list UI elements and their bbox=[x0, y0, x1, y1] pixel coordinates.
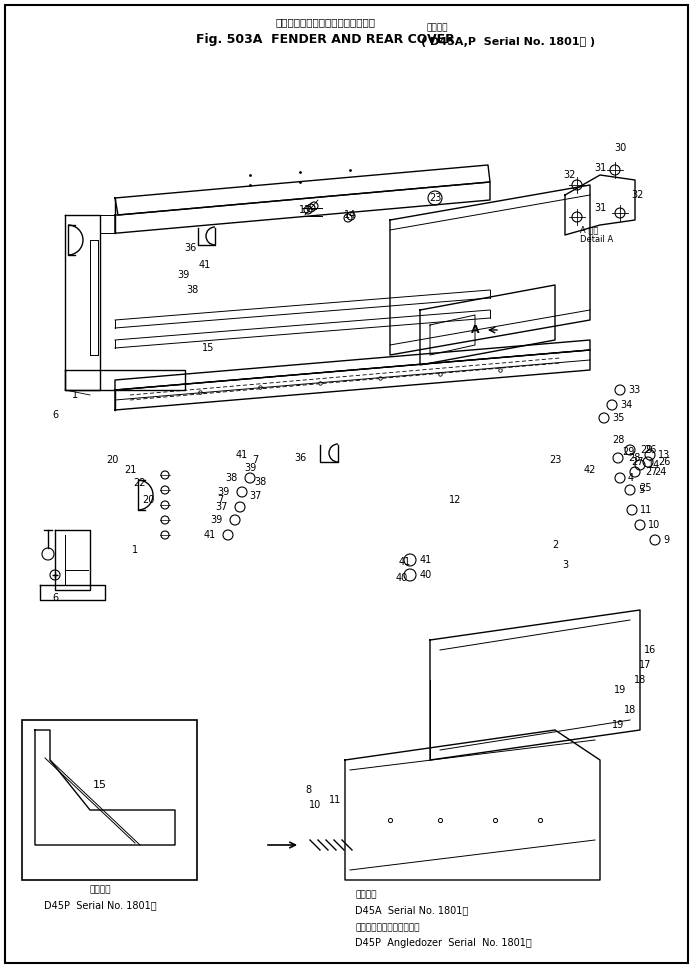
Bar bbox=[22, 720, 197, 880]
Text: 38: 38 bbox=[226, 473, 238, 483]
Text: 23: 23 bbox=[549, 455, 561, 465]
Text: 14: 14 bbox=[344, 210, 356, 220]
Text: Fig. 503A  FENDER AND REAR COVER: Fig. 503A FENDER AND REAR COVER bbox=[196, 34, 455, 46]
Text: 20: 20 bbox=[142, 495, 154, 505]
Text: 26: 26 bbox=[658, 457, 670, 467]
Text: 7: 7 bbox=[252, 455, 258, 465]
Text: 1: 1 bbox=[132, 545, 138, 555]
Text: 6: 6 bbox=[52, 410, 58, 420]
Text: 36: 36 bbox=[294, 453, 306, 463]
Text: 41: 41 bbox=[399, 557, 411, 567]
Text: 15: 15 bbox=[93, 780, 107, 790]
Text: 39: 39 bbox=[244, 463, 256, 473]
Text: 3: 3 bbox=[562, 560, 568, 570]
Text: 23: 23 bbox=[429, 193, 441, 203]
Text: 38: 38 bbox=[254, 477, 266, 487]
Text: 41: 41 bbox=[420, 555, 432, 565]
Text: アングルドーザ　適用号機: アングルドーザ 適用号機 bbox=[355, 923, 419, 932]
Text: 22: 22 bbox=[134, 478, 146, 488]
Text: 41: 41 bbox=[236, 450, 248, 460]
Text: 16: 16 bbox=[644, 645, 656, 655]
Text: 29: 29 bbox=[622, 447, 634, 457]
Text: 40: 40 bbox=[420, 570, 432, 580]
Text: 12: 12 bbox=[449, 495, 461, 505]
Text: 8: 8 bbox=[305, 785, 311, 795]
Text: 適用号機: 適用号機 bbox=[355, 891, 376, 899]
Text: 39: 39 bbox=[177, 270, 189, 280]
Text: 29: 29 bbox=[640, 445, 652, 455]
Text: 18: 18 bbox=[634, 675, 646, 685]
Text: 17: 17 bbox=[639, 660, 651, 670]
Text: 適用号機: 適用号機 bbox=[89, 886, 111, 894]
Text: 37: 37 bbox=[249, 491, 261, 501]
Text: 28: 28 bbox=[612, 435, 624, 445]
Text: 11: 11 bbox=[640, 505, 652, 515]
Text: 39: 39 bbox=[211, 515, 223, 525]
Text: D45A  Serial No. 1801～: D45A Serial No. 1801～ bbox=[355, 905, 468, 915]
Text: 1: 1 bbox=[72, 390, 78, 400]
Text: 38: 38 bbox=[186, 285, 198, 295]
Text: 33: 33 bbox=[628, 385, 640, 395]
Text: 5: 5 bbox=[638, 485, 644, 495]
Text: 4: 4 bbox=[628, 473, 634, 483]
Text: 25: 25 bbox=[639, 483, 651, 493]
Text: 24: 24 bbox=[653, 467, 666, 477]
Text: 6: 6 bbox=[52, 593, 58, 603]
Text: 2: 2 bbox=[552, 540, 558, 550]
Text: A 詳図
Detail A: A 詳図 Detail A bbox=[580, 225, 613, 244]
Text: 36: 36 bbox=[184, 243, 196, 253]
Text: ( D45A,P  Serial No. 1801～ ): ( D45A,P Serial No. 1801～ ) bbox=[421, 37, 595, 47]
Text: 適用号機: 適用号機 bbox=[426, 23, 448, 33]
Text: A: A bbox=[471, 325, 480, 335]
Text: 18: 18 bbox=[624, 705, 636, 715]
Text: 27: 27 bbox=[632, 457, 644, 467]
Text: 40: 40 bbox=[396, 573, 408, 583]
Text: 19: 19 bbox=[614, 685, 626, 695]
Text: 9: 9 bbox=[663, 535, 669, 545]
Text: 10: 10 bbox=[648, 520, 660, 530]
Text: D45P  Angledozer  Serial  No. 1801～: D45P Angledozer Serial No. 1801～ bbox=[355, 938, 532, 948]
Text: 10: 10 bbox=[309, 800, 321, 810]
Text: 7: 7 bbox=[217, 495, 223, 505]
Text: 15: 15 bbox=[202, 343, 214, 353]
Text: 14: 14 bbox=[648, 460, 660, 470]
Text: 41: 41 bbox=[204, 530, 216, 540]
Text: 31: 31 bbox=[594, 203, 606, 213]
Text: 31: 31 bbox=[594, 163, 606, 173]
Text: 32: 32 bbox=[632, 190, 644, 200]
Text: 34: 34 bbox=[620, 400, 632, 410]
Text: 35: 35 bbox=[612, 413, 624, 423]
Text: 13: 13 bbox=[658, 450, 670, 460]
Text: D45P  Serial No. 1801～: D45P Serial No. 1801～ bbox=[44, 900, 157, 910]
Text: 32: 32 bbox=[564, 170, 576, 180]
Text: 26: 26 bbox=[644, 445, 656, 455]
Text: 21: 21 bbox=[124, 465, 137, 475]
Text: 13: 13 bbox=[299, 205, 311, 215]
Text: 20: 20 bbox=[106, 455, 119, 465]
Text: 19: 19 bbox=[612, 720, 624, 730]
Text: 37: 37 bbox=[216, 502, 228, 512]
Text: 27: 27 bbox=[645, 467, 658, 477]
Text: 30: 30 bbox=[614, 143, 626, 153]
Text: 39: 39 bbox=[218, 487, 230, 497]
Text: 28: 28 bbox=[628, 453, 640, 463]
Text: 11: 11 bbox=[329, 795, 341, 805]
Text: 42: 42 bbox=[584, 465, 596, 475]
Text: 41: 41 bbox=[199, 260, 211, 270]
Text: フェンダ　および　リヤー　カバー: フェンダ および リヤー カバー bbox=[276, 17, 376, 27]
